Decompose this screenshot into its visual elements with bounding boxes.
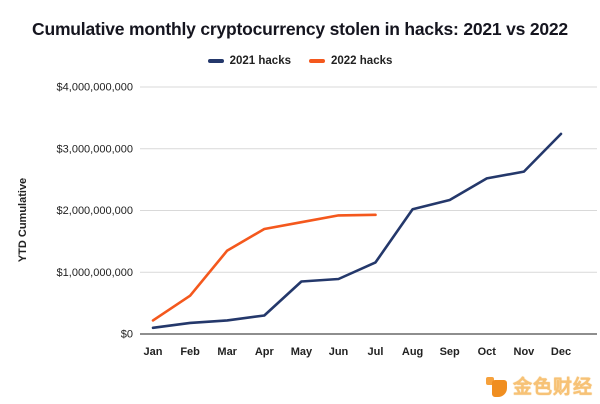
legend-swatch-2021-icon [207, 59, 224, 63]
chart-title: Cumulative monthly cryptocurrency stolen… [32, 19, 568, 39]
jinse-logo-text: 金色财经 [512, 376, 593, 398]
x-tick-oct: Oct [478, 346, 497, 358]
y-tick-2b: $2,000,000,000 [57, 205, 133, 217]
x-tick-aug: Aug [402, 346, 423, 358]
legend-label-2022: 2022 hacks [331, 55, 393, 67]
y-tick-1b: $1,000,000,000 [57, 267, 133, 279]
x-tick-feb: Feb [180, 346, 200, 358]
legend-item-2021: 2021 hacks [207, 55, 291, 67]
chart-legend: 2021 hacks 2022 hacks [0, 55, 600, 67]
x-tick-jan: Jan [144, 346, 163, 358]
jinse-logo: 金色财经 [485, 372, 593, 399]
x-tick-sep: Sep [440, 346, 460, 358]
x-tick-jul: Jul [368, 346, 384, 358]
legend-swatch-2022-icon [309, 59, 325, 63]
y-tick-0: $0 [121, 329, 133, 341]
gridlines [140, 86, 597, 273]
x-tick-mar: Mar [217, 346, 237, 358]
x-tick-apr: Apr [255, 346, 275, 358]
series-line-2022-hacks [151, 213, 377, 322]
x-tick-nov: Nov [514, 346, 536, 358]
legend-item-2022: 2022 hacks [309, 55, 392, 67]
y-axis-title: YTD Cumulative [17, 178, 29, 262]
x-tick-dec: Dec [551, 346, 571, 358]
plot-area: $0 $1,000,000,000 $2,000,000,000 $3,000,… [17, 82, 597, 358]
jinse-logo-icon [485, 373, 509, 399]
legend-label-2021: 2021 hacks [229, 55, 291, 67]
y-tick-4b: $4,000,000,000 [57, 82, 133, 94]
series-lines [151, 132, 563, 330]
series-line-2021-hacks [151, 132, 563, 330]
x-tick-jun: Jun [329, 346, 349, 358]
x-tick-may: May [291, 346, 313, 358]
y-tick-3b: $3,000,000,000 [57, 143, 133, 155]
